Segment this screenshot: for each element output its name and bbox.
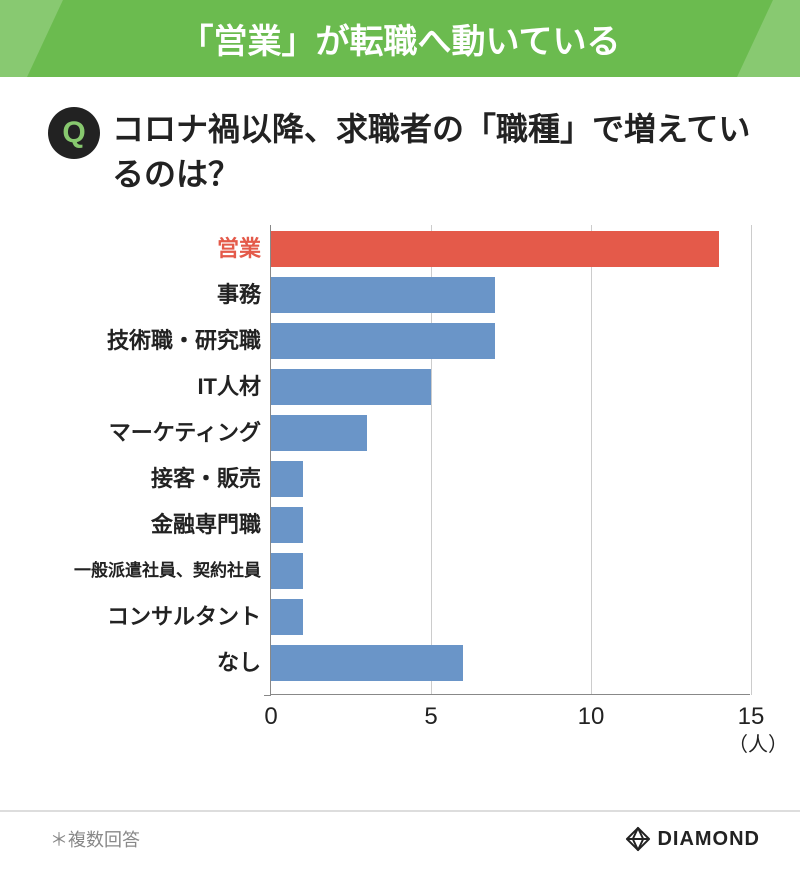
bar-row: 一般派遣社員、契約社員	[271, 553, 750, 589]
question-badge: Q	[48, 107, 100, 159]
bar-row: なし	[271, 645, 750, 681]
bar	[271, 553, 303, 589]
bar-label: マーケティング	[51, 415, 271, 451]
x-tick-label: 5	[424, 703, 437, 731]
x-tick-label: 10	[578, 703, 605, 731]
bar-row: 事務	[271, 277, 750, 313]
bar	[271, 645, 463, 681]
bar	[271, 461, 303, 497]
header-banner-text: 「営業」が転職へ動いている	[180, 23, 621, 61]
gridline	[751, 225, 752, 695]
chart-area: （人） 051015営業事務技術職・研究職IT人材マーケティング接客・販売金融専…	[50, 225, 760, 695]
axis-tick	[264, 695, 271, 696]
chart-plot: （人） 051015営業事務技術職・研究職IT人材マーケティング接客・販売金融専…	[270, 225, 750, 695]
question-text: コロナ禍以降、求職者の「職種」で増えているのは？	[112, 107, 760, 197]
bar	[271, 323, 495, 359]
bar-label: 事務	[51, 277, 271, 313]
brand-text: DIAMOND	[657, 828, 760, 851]
bar-label: 技術職・研究職	[51, 323, 271, 359]
bar-row: 営業	[271, 231, 750, 267]
footer: ＊複数回答 DIAMOND	[0, 810, 800, 852]
x-axis-line	[271, 694, 750, 695]
bar-label: なし	[51, 645, 271, 681]
brand: DIAMOND	[625, 826, 760, 852]
x-tick-label: 0	[264, 703, 277, 731]
bar-label: 一般派遣社員、契約社員	[51, 553, 271, 589]
footnote: ＊複数回答	[50, 826, 140, 852]
question-badge-letter: Q	[62, 116, 85, 150]
bar-label: 接客・販売	[51, 461, 271, 497]
bar	[271, 599, 303, 635]
bar-row: 金融専門職	[271, 507, 750, 543]
bar-label: IT人材	[51, 369, 271, 405]
bar-row: 技術職・研究職	[271, 323, 750, 359]
bar-label: 営業	[51, 231, 271, 267]
bar-row: 接客・販売	[271, 461, 750, 497]
bar-label: コンサルタント	[51, 599, 271, 635]
bar	[271, 415, 367, 451]
header-banner: 「営業」が転職へ動いている	[0, 0, 800, 77]
bar	[271, 507, 303, 543]
bar-row: IT人材	[271, 369, 750, 405]
bar	[271, 369, 431, 405]
bar	[271, 231, 719, 267]
bar-row: マーケティング	[271, 415, 750, 451]
bar	[271, 277, 495, 313]
question-row: Q コロナ禍以降、求職者の「職種」で増えているのは？	[0, 77, 800, 215]
bar-label: 金融専門職	[51, 507, 271, 543]
x-tick-label: 15	[738, 703, 765, 731]
axis-unit-label: （人）	[728, 728, 788, 757]
infographic-container: 「営業」が転職へ動いている Q コロナ禍以降、求職者の「職種」で増えているのは？…	[0, 0, 800, 695]
bar-row: コンサルタント	[271, 599, 750, 635]
diamond-icon	[625, 826, 651, 852]
